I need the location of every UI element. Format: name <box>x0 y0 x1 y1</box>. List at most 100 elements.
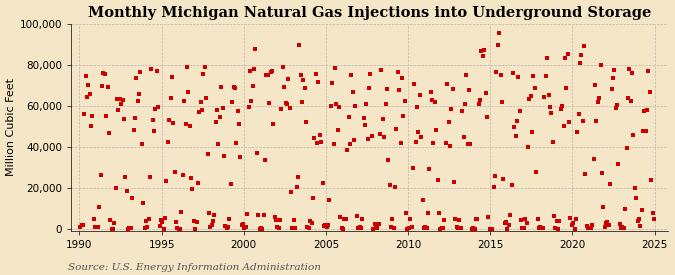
Point <box>257 227 268 231</box>
Point <box>219 154 230 158</box>
Point <box>569 227 580 231</box>
Point <box>159 226 169 231</box>
Point <box>476 49 487 54</box>
Point <box>529 86 540 91</box>
Point <box>590 82 601 87</box>
Point <box>296 100 307 104</box>
Point <box>323 223 333 227</box>
Point <box>622 96 633 100</box>
Point <box>343 115 354 119</box>
Point <box>521 221 532 226</box>
Point <box>639 108 650 113</box>
Point <box>153 104 163 109</box>
Point <box>383 158 394 163</box>
Point <box>642 108 653 112</box>
Point <box>545 105 556 109</box>
Point <box>86 123 97 128</box>
Point <box>120 175 131 179</box>
Point <box>329 65 340 70</box>
Point <box>514 109 525 113</box>
Point <box>574 60 585 65</box>
Point <box>387 217 398 222</box>
Point <box>208 219 219 223</box>
Point <box>356 226 367 230</box>
Point <box>457 109 468 113</box>
Point <box>506 183 517 188</box>
Point <box>84 92 95 96</box>
Point <box>102 85 113 90</box>
Point <box>190 227 200 231</box>
Point <box>591 119 602 123</box>
Point <box>546 111 557 115</box>
Point <box>458 135 469 139</box>
Point <box>225 182 236 186</box>
Point <box>331 102 342 106</box>
Point <box>231 141 242 146</box>
Point <box>549 213 560 218</box>
Point <box>510 134 521 139</box>
Point <box>605 182 616 186</box>
Point <box>445 144 456 148</box>
Point <box>375 132 385 136</box>
Point <box>392 70 403 74</box>
Point <box>97 84 107 88</box>
Point <box>495 73 506 77</box>
Point <box>361 102 372 106</box>
Point <box>625 99 636 104</box>
Point <box>346 73 356 78</box>
Y-axis label: Million Cubic Feet: Million Cubic Feet <box>5 78 16 176</box>
Point <box>315 133 325 137</box>
Point <box>239 226 250 230</box>
Point <box>441 81 452 86</box>
Point <box>520 217 531 221</box>
Point <box>522 145 533 149</box>
Point <box>288 218 299 222</box>
Point <box>342 148 352 152</box>
Point <box>308 196 319 200</box>
Point <box>268 122 279 127</box>
Point <box>539 94 550 99</box>
Title: Monthly Michigan Natural Gas Injections into Underground Storage: Monthly Michigan Natural Gas Injections … <box>88 6 651 20</box>
Point <box>429 100 440 104</box>
Point <box>130 116 140 120</box>
Point <box>547 140 558 144</box>
Point <box>260 158 271 162</box>
Point <box>264 101 275 105</box>
Point <box>469 227 480 231</box>
Point <box>144 175 155 180</box>
Point <box>151 69 162 73</box>
Point <box>641 128 651 133</box>
Point <box>410 140 421 145</box>
Point <box>306 220 317 225</box>
Point <box>405 217 416 221</box>
Point <box>561 86 572 90</box>
Point <box>223 225 234 230</box>
Point <box>134 91 144 96</box>
Point <box>176 210 187 214</box>
Point <box>128 128 139 132</box>
Point <box>369 222 380 227</box>
Point <box>513 75 524 79</box>
Point <box>554 219 565 224</box>
Point <box>618 226 629 230</box>
Point <box>147 118 158 122</box>
Point <box>371 225 381 229</box>
Point <box>256 226 267 230</box>
Point <box>624 67 634 71</box>
Point <box>265 70 276 74</box>
Point <box>79 112 90 116</box>
Point <box>269 214 280 219</box>
Point <box>106 227 117 231</box>
Point <box>207 223 217 227</box>
Point <box>247 84 258 88</box>
Point <box>453 226 464 230</box>
Point <box>598 204 609 209</box>
Point <box>594 96 605 100</box>
Point <box>99 72 110 76</box>
Point <box>164 118 175 122</box>
Point <box>531 170 541 174</box>
Point <box>112 97 123 101</box>
Point <box>344 142 355 146</box>
Point <box>203 210 214 215</box>
Point <box>279 84 290 89</box>
